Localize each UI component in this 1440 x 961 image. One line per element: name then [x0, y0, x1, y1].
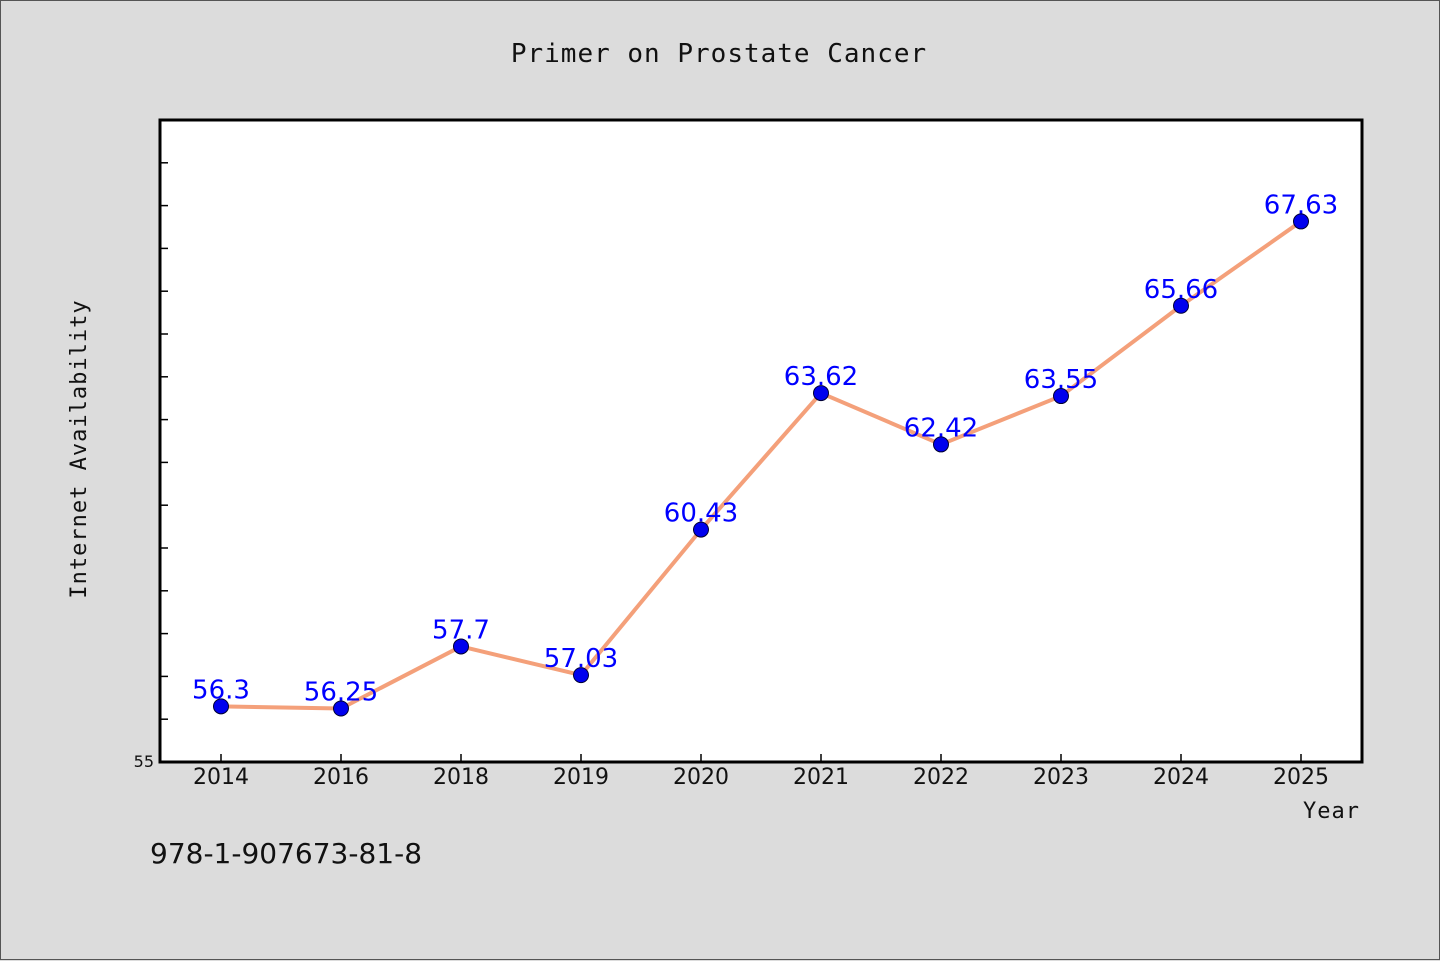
- y-axis-label: Internet Availability: [67, 299, 92, 598]
- data-point: [1173, 297, 1189, 314]
- x-tick-label: 2024: [1153, 765, 1209, 790]
- x-tick-label: 2022: [913, 765, 969, 790]
- x-axis-ticks: 2014 2016 2018 2019 2020 2021 2022 2023 2024 2025: [193, 754, 1329, 790]
- plot-area: [158, 118, 1364, 764]
- data-label: 57.03: [544, 644, 618, 674]
- x-tick-label: 2014: [193, 765, 249, 790]
- series-line: [219, 219, 1303, 711]
- x-tick-label: 2025: [1273, 765, 1329, 790]
- chart-title: Primer on Prostate Cancer: [511, 39, 927, 69]
- data-point: [1053, 388, 1069, 405]
- data-label: 57.7: [432, 615, 490, 645]
- x-tick-label: 2018: [433, 765, 489, 790]
- x-tick-label: 2021: [793, 765, 849, 790]
- x-axis-label: Year: [1303, 799, 1360, 824]
- data-point: [333, 700, 349, 717]
- y-axis-ticks: [160, 162, 168, 720]
- data-label-group: 56.3 56.25 57.7 57.03 60.43 63.62 62.42 63.55 65…: [192, 190, 1338, 707]
- x-tick-label: 2019: [553, 765, 609, 790]
- data-point: [933, 436, 949, 453]
- series-line-group: [219, 219, 1303, 711]
- y-min-tick-label: 55: [134, 752, 154, 771]
- data-label: 62.42: [904, 413, 978, 443]
- data-label: 65.66: [1144, 275, 1218, 305]
- data-label: 63.62: [784, 362, 858, 392]
- x-tick-label: 2016: [313, 765, 369, 790]
- data-point: [813, 385, 829, 402]
- data-point: [693, 521, 709, 538]
- data-label: 56.3: [192, 675, 250, 705]
- data-point: [573, 667, 589, 684]
- data-point: [1293, 213, 1309, 230]
- x-tick-label: 2020: [673, 765, 729, 790]
- data-label: 63.55: [1024, 365, 1098, 395]
- data-label: 67.63: [1264, 190, 1338, 220]
- data-label: 60.43: [664, 499, 738, 529]
- data-label: 56.25: [304, 678, 378, 708]
- data-point: [453, 638, 469, 655]
- x-tick-label: 2023: [1033, 765, 1089, 790]
- isbn-text: 978-1-907673-81-8: [150, 837, 422, 870]
- data-point: [213, 698, 229, 715]
- series-marker-group: [213, 213, 1309, 717]
